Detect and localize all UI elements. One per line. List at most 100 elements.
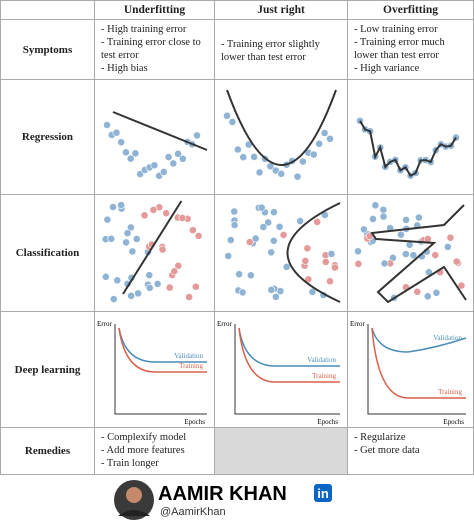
list-item: - Low training error bbox=[354, 24, 438, 35]
sample-point bbox=[228, 118, 237, 126]
sample-point bbox=[126, 154, 135, 163]
sample-point bbox=[293, 172, 302, 181]
sample-point bbox=[245, 238, 254, 246]
sample-point bbox=[113, 276, 122, 285]
sample-point bbox=[443, 243, 452, 251]
sample-point bbox=[122, 238, 130, 247]
row-label: Symptoms bbox=[0, 20, 95, 80]
sample-point bbox=[277, 169, 286, 178]
column-header: Just right bbox=[215, 0, 348, 20]
sample-point bbox=[267, 286, 276, 294]
sample-point bbox=[320, 129, 329, 137]
validation-label: Validation bbox=[307, 356, 336, 364]
sample-point bbox=[112, 128, 121, 137]
sample-point bbox=[191, 282, 200, 291]
sample-point bbox=[282, 263, 291, 271]
sample-point bbox=[315, 139, 324, 148]
remedies-cell: - Regularize - Get more data bbox=[348, 428, 474, 475]
symptoms-cell: - Low training error - Training error muc… bbox=[348, 20, 474, 80]
sample-point bbox=[402, 215, 411, 224]
sample-point bbox=[123, 229, 132, 238]
axes bbox=[234, 324, 340, 415]
sample-point bbox=[145, 283, 154, 292]
sample-point bbox=[145, 271, 154, 280]
sample-point bbox=[117, 138, 126, 147]
sample-point bbox=[331, 263, 339, 272]
sample-point bbox=[107, 234, 116, 243]
sample-point bbox=[298, 157, 307, 166]
sample-point bbox=[150, 161, 159, 170]
classification-cell bbox=[215, 195, 348, 312]
y-axis-label: Error bbox=[350, 320, 365, 328]
regression-cell bbox=[348, 80, 474, 195]
sample-point bbox=[233, 145, 242, 154]
validation-label: Validation bbox=[433, 334, 462, 342]
sample-point bbox=[401, 250, 410, 258]
regression-illustration bbox=[103, 111, 208, 180]
loss-curve bbox=[371, 327, 466, 399]
deep_learning-cell: Error Epochs Validation Training bbox=[95, 312, 215, 428]
classification-illustration bbox=[354, 201, 467, 304]
sample-point bbox=[188, 226, 197, 235]
corner-cell bbox=[0, 0, 95, 20]
sample-point bbox=[185, 293, 194, 301]
sample-point bbox=[153, 280, 162, 288]
sample-point bbox=[275, 222, 284, 231]
footer: AAMIR KHAN @AamirKhan in bbox=[0, 478, 474, 526]
axes bbox=[114, 324, 207, 415]
sample-point bbox=[354, 247, 362, 256]
list-item: - Complexify model bbox=[101, 432, 187, 443]
sample-point bbox=[109, 295, 118, 304]
list-item: - High training error bbox=[101, 24, 187, 35]
linkedin-badge bbox=[314, 484, 332, 502]
deep_learning-illustration: Error Epochs Validation Training bbox=[217, 320, 340, 426]
deep_learning-cell: Error Epochs Validation Training bbox=[215, 312, 348, 428]
decision-boundary bbox=[286, 202, 341, 303]
fit-curve bbox=[112, 111, 208, 151]
row-label: Deep learning bbox=[0, 312, 95, 428]
y-axis-label: Error bbox=[217, 320, 232, 328]
sample-point bbox=[309, 150, 318, 159]
sample-point bbox=[109, 203, 117, 211]
sample-point bbox=[134, 289, 143, 298]
list-item: - Training error slightly lower than tes… bbox=[221, 39, 320, 63]
deep_learning-illustration: Error Epochs Validation Training bbox=[350, 320, 467, 426]
sample-point bbox=[313, 218, 322, 226]
sample-point bbox=[409, 251, 418, 260]
sample-point bbox=[174, 261, 183, 270]
deep_learning-illustration: Error Epochs Validation Training bbox=[97, 320, 207, 426]
symptoms-cell: - High training error - Training error cl… bbox=[95, 20, 215, 80]
sample-point bbox=[432, 288, 441, 297]
x-axis-label: Epochs bbox=[443, 418, 464, 426]
sample-point bbox=[140, 211, 149, 220]
sample-point bbox=[238, 288, 247, 297]
sample-point bbox=[271, 292, 280, 301]
sample-point bbox=[158, 245, 167, 254]
validation-label: Validation bbox=[174, 352, 203, 360]
sample-point bbox=[267, 248, 276, 257]
sample-point bbox=[122, 148, 130, 157]
list-item: - Regularize bbox=[354, 432, 406, 443]
sample-point bbox=[174, 149, 182, 158]
sample-point bbox=[259, 223, 268, 231]
sample-point bbox=[178, 214, 187, 222]
sample-point bbox=[413, 287, 422, 296]
loss-curve bbox=[238, 327, 340, 383]
loss-curve bbox=[118, 327, 207, 373]
sample-point bbox=[193, 131, 201, 140]
sample-point bbox=[128, 247, 137, 256]
sample-point bbox=[164, 153, 173, 161]
classification-cell bbox=[95, 195, 215, 312]
sample-point bbox=[308, 288, 317, 296]
sample-point bbox=[250, 152, 259, 161]
sample-point bbox=[414, 213, 423, 222]
sample-point bbox=[379, 205, 388, 214]
sample-point bbox=[103, 215, 112, 224]
classification-illustration bbox=[224, 202, 341, 303]
row-label: Classification bbox=[0, 195, 95, 312]
sample-point bbox=[178, 154, 187, 163]
sample-point bbox=[165, 283, 174, 292]
x-axis-label: Epochs bbox=[184, 418, 205, 426]
list-item: - Get more data bbox=[354, 445, 420, 456]
